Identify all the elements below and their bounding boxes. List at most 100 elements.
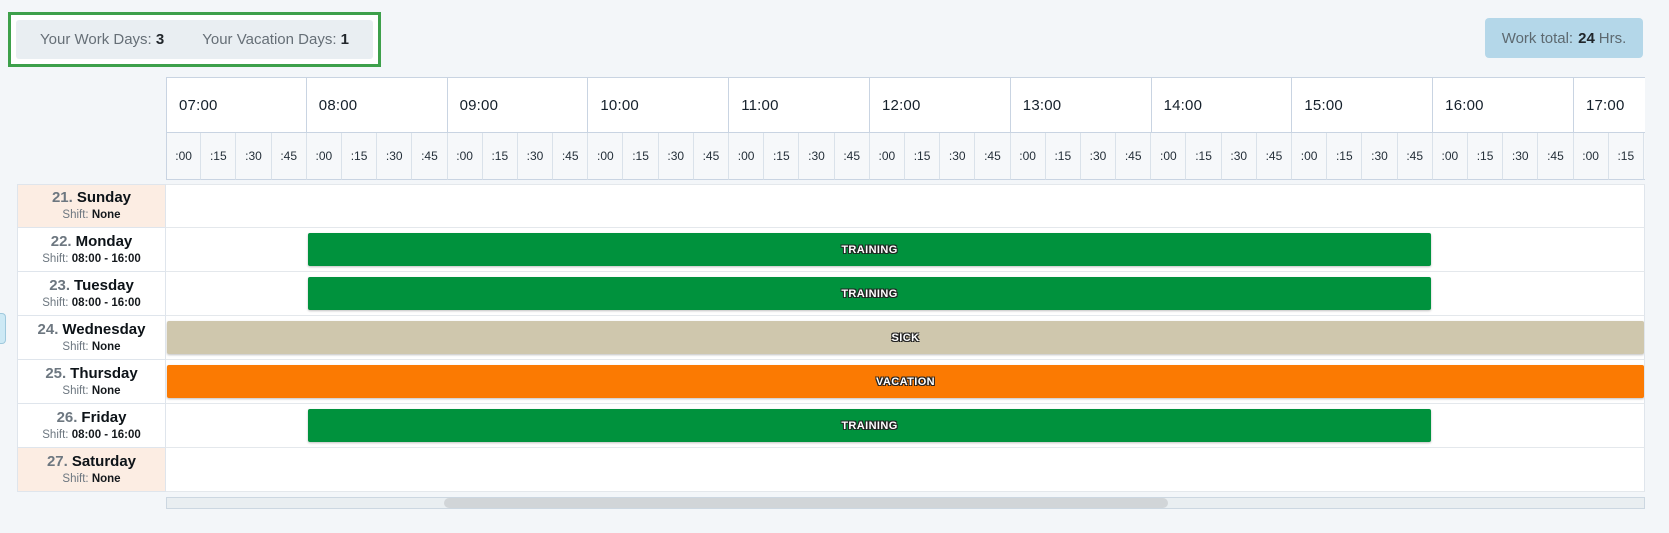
quarter-cell: :30 — [658, 133, 694, 180]
quarter-cell: :15 — [764, 133, 800, 180]
days-summary-box: Your Work Days: 3 Your Vacation Days: 1 — [8, 12, 381, 67]
day-title: 27. Saturday — [47, 453, 136, 472]
hour-cell: 15:00 — [1292, 78, 1434, 133]
shift-value: None — [91, 472, 121, 485]
day-label-tuesday: 23. Tuesday Shift: 08:00 - 16:00 — [17, 272, 166, 316]
event-bar-training[interactable]: TRAINING — [308, 409, 1431, 442]
row-timeline-friday: TRAINING — [166, 404, 1645, 448]
day-name: Friday — [81, 408, 127, 426]
horizontal-scrollbar[interactable] — [166, 497, 1645, 509]
day-title: 22. Monday — [51, 233, 133, 252]
day-row-saturday: 27. Saturday Shift: None — [17, 448, 1645, 492]
quarter-cell: :45 — [271, 133, 307, 180]
day-row-monday: 22. Monday Shift: 08:00 - 16:00 TRAINING — [17, 228, 1645, 272]
work-days-label: Your Work Days: — [40, 31, 152, 48]
work-days-value: 3 — [155, 31, 165, 48]
quarter-cell: :00 — [306, 133, 342, 180]
quarter-cell: :00 — [869, 133, 905, 180]
day-row-wednesday: 24. Wednesday Shift: None SICK — [17, 316, 1645, 360]
hour-cell: 08:00 — [306, 78, 448, 133]
quarter-cell: :00 — [588, 133, 624, 180]
day-shift: Shift: None — [62, 472, 120, 486]
row-timeline-tuesday: TRAINING — [166, 272, 1645, 316]
quarter-row: :00:15:30:45:00:15:30:45:00:15:30:45:00:… — [166, 133, 1645, 180]
shift-label: Shift: — [62, 472, 89, 485]
quarter-cell: :30 — [1221, 133, 1257, 180]
day-number: 24. — [37, 320, 59, 338]
day-number: 23. — [49, 276, 71, 294]
work-total-label: Work total: — [1501, 29, 1574, 47]
row-timeline-wednesday: SICK — [166, 316, 1645, 360]
quarter-cell: :30 — [1080, 133, 1117, 180]
time-header: 07:00 08:00 09:00 10:00 11:00 12:00 13:00 14:00… — [166, 77, 1645, 180]
event-bar-sick[interactable]: SICK — [167, 321, 1644, 354]
quarter-cell: :30 — [940, 133, 976, 180]
quarter-cell: :15 — [1608, 133, 1644, 180]
shift-label: Shift: — [62, 384, 89, 397]
row-timeline-saturday — [166, 448, 1645, 492]
event-bar-vacation[interactable]: VACATION — [167, 365, 1644, 398]
day-name: Wednesday — [62, 320, 146, 338]
day-shift: Shift: None — [62, 340, 120, 354]
day-row-thursday: 25. Thursday Shift: None VACATION — [17, 360, 1645, 404]
quarter-cell: :30 — [1643, 133, 1645, 180]
day-row-friday: 26. Friday Shift: 08:00 - 16:00 TRAINING — [17, 404, 1645, 448]
day-title: 24. Wednesday — [38, 321, 146, 340]
hour-cell: 12:00 — [869, 78, 1011, 133]
hour-row: 07:00 08:00 09:00 10:00 11:00 12:00 13:00 14:00… — [166, 77, 1645, 133]
quarter-cell: :45 — [553, 133, 589, 180]
day-label-saturday: 27. Saturday Shift: None — [17, 448, 166, 492]
quarter-cell: :15 — [341, 133, 378, 180]
day-number: 22. — [50, 232, 72, 250]
day-number: 26. — [56, 408, 78, 426]
shift-value: 08:00 - 16:00 — [71, 428, 141, 441]
day-label-sunday: 21. Sunday Shift: None — [17, 184, 166, 228]
event-bar-training[interactable]: TRAINING — [308, 233, 1431, 266]
hour-cell: 13:00 — [1010, 78, 1152, 133]
quarter-cell: :30 — [517, 133, 554, 180]
shift-label: Shift: — [62, 209, 89, 222]
quarter-cell: :45 — [975, 133, 1011, 180]
day-shift: Shift: 08:00 - 16:00 — [42, 252, 140, 266]
quarter-cell: :00 — [1432, 133, 1468, 180]
quarter-cell: :45 — [1397, 133, 1433, 180]
day-title: 25. Thursday — [45, 365, 137, 384]
quarter-cell: :00 — [1573, 133, 1609, 180]
hour-cell: 07:00 — [166, 78, 307, 133]
quarter-cell: :00 — [166, 133, 202, 180]
shift-label: Shift: — [42, 428, 69, 441]
day-title: 21. Sunday — [52, 189, 131, 208]
day-row-sunday: 21. Sunday Shift: None — [17, 184, 1645, 228]
shift-value: None — [91, 384, 121, 397]
left-edge-tab[interactable] — [0, 313, 6, 344]
quarter-cell: :00 — [1010, 133, 1046, 180]
quarter-cell: :15 — [1045, 133, 1081, 180]
quarter-cell: :00 — [1292, 133, 1328, 180]
day-name: Sunday — [76, 189, 132, 207]
quarter-cell: :30 — [1503, 133, 1539, 180]
work-total-value: 24 — [1578, 29, 1595, 47]
day-number: 21. — [51, 189, 73, 207]
hour-cell: 10:00 — [588, 78, 730, 133]
shift-value: 08:00 - 16:00 — [71, 252, 141, 265]
shift-label: Shift: — [62, 340, 89, 353]
quarter-cell: :45 — [1256, 133, 1292, 180]
quarter-cell: :15 — [482, 133, 518, 180]
event-bar-training[interactable]: TRAINING — [308, 277, 1431, 310]
shift-value: None — [91, 340, 121, 353]
work-days-summary: Your Work Days: 3 — [40, 31, 164, 48]
day-name: Tuesday — [74, 276, 134, 294]
day-shift: Shift: None — [62, 208, 120, 222]
row-timeline-thursday: VACATION — [166, 360, 1645, 404]
scrollbar-thumb[interactable] — [444, 498, 1168, 508]
row-timeline-monday: TRAINING — [166, 228, 1645, 272]
day-title: 23. Tuesday — [49, 277, 134, 296]
quarter-cell: :00 — [1151, 133, 1187, 180]
day-number: 25. — [45, 364, 67, 382]
hour-cell: 17:00 — [1573, 78, 1645, 133]
day-row-tuesday: 23. Tuesday Shift: 08:00 - 16:00 TRAINING — [17, 272, 1645, 316]
vacation-days-value: 1 — [340, 31, 349, 48]
day-label-thursday: 25. Thursday Shift: None — [17, 360, 166, 404]
quarter-cell: :45 — [1116, 133, 1152, 180]
shift-value: None — [91, 209, 121, 222]
